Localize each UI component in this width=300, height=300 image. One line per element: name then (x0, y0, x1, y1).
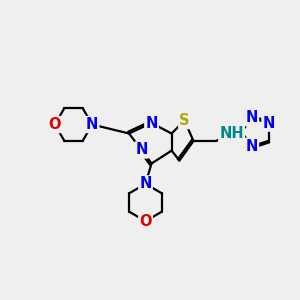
Text: N: N (145, 116, 158, 130)
Text: N: N (246, 110, 258, 125)
Text: N: N (262, 116, 275, 131)
Text: N: N (86, 117, 98, 132)
Text: N: N (246, 139, 258, 154)
Text: N: N (139, 176, 152, 191)
Text: N: N (135, 142, 148, 158)
Text: O: O (49, 117, 61, 132)
Text: NH: NH (219, 126, 244, 141)
Text: S: S (179, 113, 190, 128)
Text: O: O (139, 214, 152, 229)
